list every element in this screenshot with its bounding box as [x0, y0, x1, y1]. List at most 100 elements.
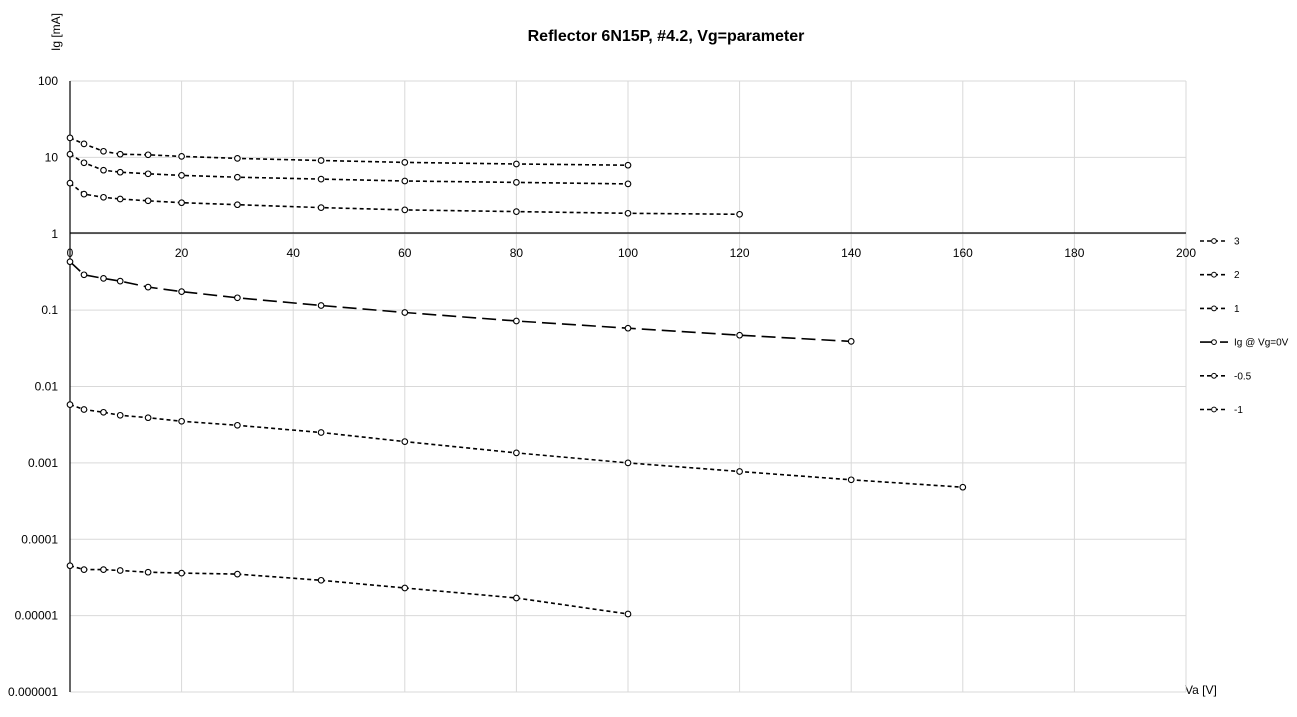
- y-axis-label: Ig [mA]: [49, 13, 63, 51]
- x-tick-label: 120: [730, 246, 750, 260]
- x-tick-label: 40: [287, 246, 301, 260]
- legend: 3 2 1 Ig @ Vg=0V -0.5 -1: [1200, 237, 1289, 416]
- series-line: [69, 153, 629, 185]
- data-point: [116, 150, 124, 158]
- legend-entry: Ig @ Vg=0V: [1200, 338, 1289, 349]
- data-point: [317, 204, 325, 211]
- data-point: [317, 576, 325, 584]
- data-point: [317, 175, 325, 183]
- data-point: [624, 459, 632, 467]
- x-tick-label: 60: [398, 246, 412, 260]
- legend-marker: [1211, 339, 1217, 346]
- legend-entry: 2: [1200, 270, 1240, 281]
- data-point: [178, 288, 185, 295]
- data-point: [513, 208, 520, 215]
- y-tick-label: 0.01: [35, 380, 59, 394]
- data-point: [513, 160, 520, 168]
- data-point: [144, 568, 152, 576]
- legend-entry: -1: [1200, 405, 1243, 416]
- data-point: [401, 309, 409, 316]
- data-point: [401, 438, 409, 445]
- legend-label: -1: [1234, 405, 1243, 416]
- x-tick-label: 0: [67, 246, 74, 260]
- series-3: [66, 258, 855, 345]
- y-tick-label: 1: [51, 227, 58, 241]
- data-point: [234, 173, 241, 181]
- data-point: [234, 201, 241, 209]
- data-point: [116, 411, 124, 419]
- data-point: [144, 414, 152, 422]
- legend-marker: [1211, 372, 1217, 379]
- data-point: [401, 159, 409, 166]
- data-point: [401, 584, 409, 592]
- data-point: [624, 209, 632, 217]
- legend-entry: 3: [1200, 237, 1240, 248]
- data-point: [736, 210, 743, 218]
- legend-marker: [1211, 271, 1217, 278]
- x-tick-label: 80: [510, 246, 524, 260]
- data-point: [178, 172, 185, 179]
- data-point: [234, 155, 241, 162]
- data-point: [100, 275, 107, 282]
- y-tick-label: 0.1: [41, 303, 58, 317]
- x-axis-label: Va [V]: [1185, 683, 1217, 697]
- data-point: [100, 147, 107, 155]
- legend-label: 3: [1234, 237, 1240, 248]
- series-1: [66, 150, 632, 188]
- data-point: [116, 195, 124, 203]
- data-point: [66, 562, 74, 570]
- legend-marker: [1211, 305, 1217, 312]
- data-point: [513, 179, 520, 186]
- data-point: [624, 610, 632, 618]
- data-point: [513, 594, 520, 602]
- y-tick-label: 100: [38, 74, 58, 88]
- y-tick-label: 0.001: [28, 456, 58, 470]
- data-point: [100, 166, 107, 174]
- data-point: [100, 193, 107, 201]
- data-point: [66, 258, 74, 266]
- data-point: [80, 190, 88, 198]
- legend-label: 1: [1234, 304, 1240, 315]
- data-point: [624, 180, 632, 188]
- data-point: [144, 283, 152, 291]
- data-point: [66, 179, 74, 187]
- data-point: [624, 324, 632, 332]
- data-point: [80, 406, 88, 413]
- data-point: [234, 294, 241, 302]
- series-line: [69, 182, 740, 216]
- data-point: [144, 151, 152, 159]
- tick-labels: 100 10 1 0.1 0.01 0.001 0.0001 0.00001 0.000001 0…: [8, 74, 1196, 699]
- data-point: [624, 161, 632, 169]
- data-point: [80, 271, 88, 279]
- legend-label: 2: [1234, 270, 1240, 281]
- series-5: [66, 562, 632, 618]
- data-point: [178, 417, 185, 425]
- series-line: [69, 564, 629, 615]
- data-point: [736, 468, 743, 475]
- series-line: [69, 261, 852, 343]
- data-point: [66, 134, 74, 142]
- data-point: [513, 449, 520, 457]
- data-point: [116, 168, 124, 176]
- series-0: [66, 134, 632, 169]
- series-group: [66, 134, 967, 618]
- x-tick-label: 140: [841, 246, 861, 260]
- data-point: [178, 153, 185, 160]
- legend-label: -0.5: [1234, 371, 1252, 382]
- data-point: [234, 570, 241, 578]
- data-point: [80, 566, 88, 573]
- data-point: [317, 429, 325, 436]
- data-point: [116, 277, 124, 285]
- legend-entry: 1: [1200, 304, 1240, 315]
- x-tick-label: 160: [953, 246, 973, 260]
- data-point: [513, 317, 520, 325]
- data-point: [100, 408, 107, 416]
- data-point: [100, 566, 107, 573]
- data-point: [401, 206, 409, 214]
- chart-title: Reflector 6N15P, #4.2, Vg=parameter: [528, 28, 805, 45]
- x-tick-label: 180: [1064, 246, 1084, 260]
- y-tick-label: 0.00001: [15, 609, 59, 623]
- y-tick-label: 10: [45, 150, 59, 164]
- data-point: [401, 177, 409, 185]
